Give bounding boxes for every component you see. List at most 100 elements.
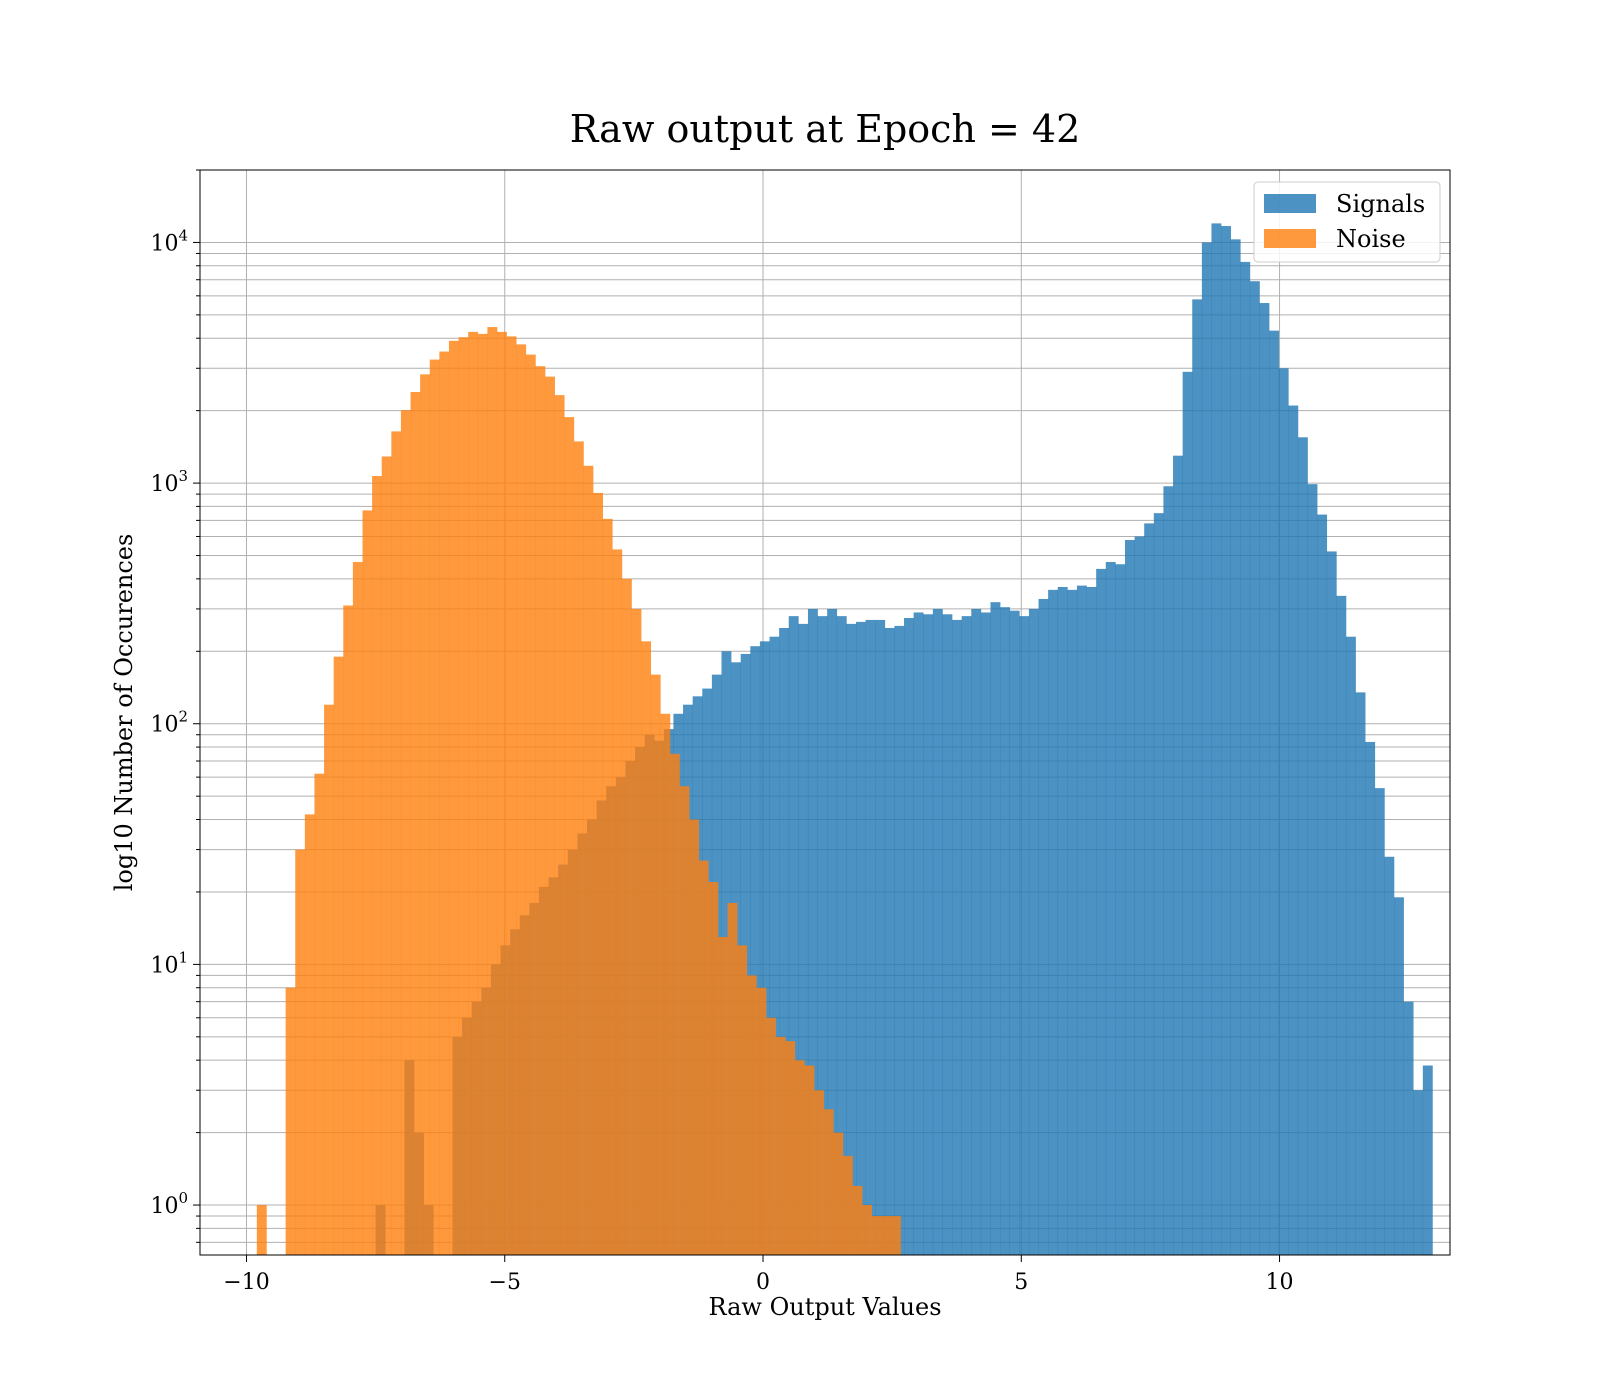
histogram-bar [612, 549, 623, 1255]
plot-frame [199, 169, 1451, 1256]
histogram-bar [487, 327, 498, 1256]
legend: Signals Noise [1253, 181, 1441, 263]
histogram-bar [669, 753, 680, 1255]
histogram-bar [923, 614, 934, 1255]
histogram-bar [756, 987, 767, 1255]
legend-swatch-signals [1264, 194, 1316, 213]
histogram-bar [621, 578, 632, 1255]
histogram-bar [894, 625, 905, 1255]
histogram-bar [285, 987, 296, 1255]
histogram-bar [698, 860, 709, 1255]
histogram-bar [852, 1185, 863, 1255]
histogram-bar [971, 608, 982, 1255]
histogram-bar [391, 431, 402, 1255]
histogram-bar [295, 849, 306, 1255]
histogram-bar [1355, 692, 1366, 1255]
y-tick-label: 101 [150, 948, 188, 978]
histogram-bar [759, 641, 770, 1255]
histogram-bar [525, 354, 536, 1255]
histogram-bar [904, 618, 914, 1255]
series-noise [256, 327, 901, 1256]
histogram-bar [855, 621, 866, 1255]
histogram-bar [942, 614, 953, 1255]
x-axis-label: Raw Output Values [708, 1293, 941, 1321]
histogram-bar [593, 492, 603, 1255]
y-tick-exponent: 2 [178, 708, 188, 726]
histogram-bar [256, 1205, 267, 1255]
histogram-bar [429, 359, 440, 1255]
legend-label-signals: Signals [1336, 190, 1425, 218]
histogram-bar [362, 510, 373, 1255]
histogram-bar [1105, 562, 1116, 1255]
histogram-bar [737, 945, 748, 1255]
histogram-bar [468, 331, 479, 1256]
histogram-bar [717, 936, 728, 1255]
histogram-bar [836, 616, 847, 1255]
histogram-bar [817, 616, 828, 1255]
histogram-bar [400, 410, 411, 1255]
histogram-bar [961, 616, 972, 1255]
histogram-bar [554, 395, 565, 1255]
histogram-bar [775, 1036, 786, 1255]
histogram-bar [1134, 536, 1145, 1255]
histogram-bar [833, 1132, 844, 1255]
histogram-bar [516, 344, 527, 1255]
histogram-bar [1249, 281, 1260, 1255]
histogram-bar [477, 333, 488, 1255]
histogram-bar [314, 773, 325, 1255]
histogram-bar [804, 1065, 815, 1255]
histogram-bar [807, 608, 818, 1255]
x-tick-label: −10 [223, 1270, 269, 1295]
x-tick-label: 10 [1266, 1270, 1294, 1295]
histogram-bar [1153, 513, 1164, 1255]
histogram-bar [420, 374, 431, 1255]
histogram-bar [448, 340, 459, 1256]
histogram-bar [641, 641, 652, 1255]
histogram-bar [871, 1216, 882, 1255]
y-tick-exponent: 1 [178, 948, 188, 966]
histogram-bar [506, 336, 517, 1255]
histogram-bar [1076, 585, 1087, 1255]
y-tick-label: 103 [150, 467, 188, 497]
histogram-bars [256, 223, 1433, 1256]
histogram-bar [1192, 299, 1203, 1255]
x-axis: −10 −5 0 5 10 [223, 1255, 1294, 1295]
histogram-bar [1374, 788, 1385, 1255]
histogram-bar [814, 1090, 824, 1255]
y-tick-label: 104 [150, 226, 188, 256]
histogram-bar [583, 465, 594, 1255]
histogram-bar [913, 612, 924, 1255]
histogram-bar [865, 619, 876, 1255]
y-axis-label: log10 Number of Occurences [110, 534, 138, 892]
histogram-bar [602, 518, 613, 1255]
histogram-bar [1326, 551, 1337, 1255]
histogram-bar [1269, 330, 1280, 1255]
histogram-bar [890, 1216, 901, 1255]
y-tick-base: 10 [150, 713, 178, 738]
histogram-bar [842, 1155, 853, 1255]
y-tick-base: 10 [150, 472, 178, 497]
histogram-bar [881, 1216, 892, 1255]
histogram-bar [1086, 587, 1097, 1255]
histogram-bar [1067, 589, 1078, 1255]
histogram-bar [1201, 242, 1212, 1255]
histogram-bar [343, 605, 354, 1255]
histogram-bar [1317, 514, 1328, 1255]
histogram-bar [980, 612, 991, 1255]
histogram-bar [1240, 261, 1251, 1256]
histogram-bar [952, 619, 962, 1255]
histogram-bar [1048, 589, 1059, 1255]
x-tick-label: 5 [1014, 1270, 1028, 1295]
histogram-bar [1336, 595, 1347, 1255]
histogram-bar [1028, 608, 1039, 1255]
histogram-bar [788, 616, 799, 1255]
histogram-bar [352, 562, 363, 1255]
histogram-bar [779, 627, 790, 1255]
y-tick-exponent: 3 [178, 467, 188, 485]
y-tick-label: 102 [150, 708, 188, 738]
histogram-bar [727, 902, 738, 1255]
legend-swatch-noise [1264, 229, 1316, 248]
chart-title: Raw output at Epoch = 42 [570, 107, 1081, 151]
